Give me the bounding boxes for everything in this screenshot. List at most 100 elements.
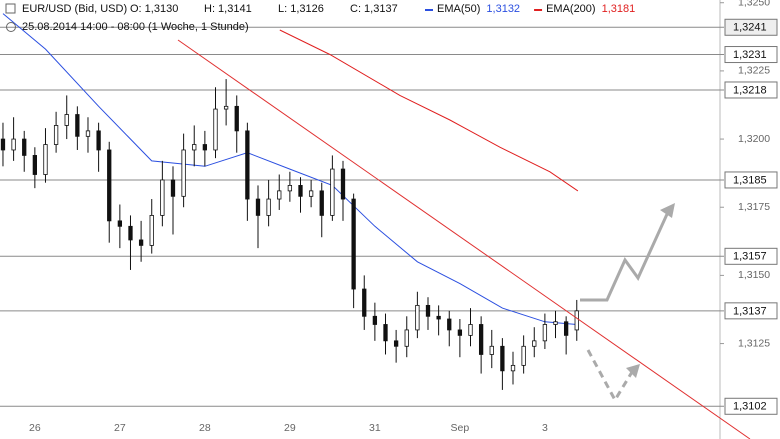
level-box [724,171,778,189]
candle-body [75,114,80,137]
legend-name: EMA(200) [546,3,596,15]
candle-body [43,144,48,175]
candle-body [308,190,314,197]
candle-body [393,340,399,347]
candle-body [85,130,91,137]
candle-body [404,329,409,347]
candle-body [266,198,271,216]
candle-body [234,105,239,132]
level-box [724,247,778,265]
candle-body [298,185,303,197]
candle-body [117,220,123,227]
high: H: 1,3141 [204,3,252,15]
candle-body [340,168,346,200]
candle-body [574,310,579,331]
legend-name: EMA(50) [437,3,480,15]
candle-body [468,324,473,336]
candle-body [107,149,112,222]
level-label: 1,3231 [733,49,767,61]
period: 25.08.2014 14:00 - 08:00 (1 Woche, 1 Stu… [22,21,249,33]
candle-body [362,288,367,317]
candle-body [457,329,463,336]
x-tick-label: 31 [369,422,381,434]
candle-body [96,130,101,151]
instrument: EUR/USD (Bid, USD) [22,3,127,15]
candle-body [138,239,144,246]
candle-body [53,125,59,145]
y-tick-label: 1,3250 [738,0,770,9]
candle-body [510,364,516,372]
legend-value: 1,3181 [602,3,636,15]
candle-body [553,321,558,325]
x-tick-label: 29 [284,422,296,434]
level-label: 1,3137 [733,305,767,317]
x-tick-label: 3 [542,422,548,434]
level-label: 1,3185 [733,174,767,186]
header: EUR/USD (Bid, USD) O: 1,3130 H: 1,3141 L… [5,3,636,33]
legend-value: 1,3132 [486,3,520,15]
arrow-head [626,364,640,378]
candle-body [11,138,16,151]
candle-body [372,315,378,325]
candle-body [277,190,282,200]
y-tick-label: 1,3175 [738,201,770,213]
candle-body [0,138,6,151]
candle-body [478,324,484,355]
candle-body [319,190,324,216]
candle-body [415,304,420,331]
x-tick-label: 26 [29,422,41,434]
candle-body [160,179,165,216]
low: L: 1,3126 [278,3,324,15]
candle-body [170,179,176,197]
candle-body [202,144,208,151]
candle-body [425,304,431,317]
level-label: 1,3241 [733,22,767,34]
ema-line [2,13,577,325]
candle-body [521,345,526,366]
close: C: 1,3137 [350,3,398,15]
candle-body [245,130,250,200]
candle-body [181,149,186,197]
icon [5,3,16,14]
y-tick-label: 1,3125 [738,337,770,349]
level-box [724,81,778,99]
candle-body [489,345,494,355]
candle-body [532,340,537,347]
forecast-arrow [580,211,670,302]
candle-body [563,321,569,336]
candle-body [32,155,38,175]
y-tick-label: 1,3225 [738,65,770,77]
candle-body [351,198,356,290]
candle-body [192,144,197,151]
candle-body [500,345,505,372]
candle-body [542,324,548,342]
level-box [724,302,778,320]
ema-line [279,29,579,192]
x-tick-label: 28 [199,422,211,434]
y-tick-label: 1,3200 [738,133,770,145]
candle-body [436,315,441,320]
icon [6,22,16,32]
level-label: 1,3218 [733,84,767,96]
candle-body [64,114,69,126]
candle-body [149,215,154,246]
y-axis: 1,3250 1,3225 1,3200 1,3175 1,3150 1,3125 1,32… [720,0,778,415]
level-label: 1,3157 [733,251,767,263]
candle-body [447,318,452,331]
candle-body [287,185,293,192]
candle-body [213,108,218,151]
candle-body [383,324,388,342]
plot-area: 26 27 28 29 31 Sep 3 [0,13,724,434]
arrow-head [660,203,675,218]
level-label: 1,3102 [733,401,767,413]
alt-forecast-arrow [586,349,634,404]
open: O: 1,3130 [130,3,178,15]
level-box [724,18,778,36]
y-tick-label: 1,3150 [738,269,770,281]
candle-body [330,168,335,216]
level-box [724,397,778,415]
candle-body [22,138,27,156]
x-tick-label: 27 [114,422,126,434]
